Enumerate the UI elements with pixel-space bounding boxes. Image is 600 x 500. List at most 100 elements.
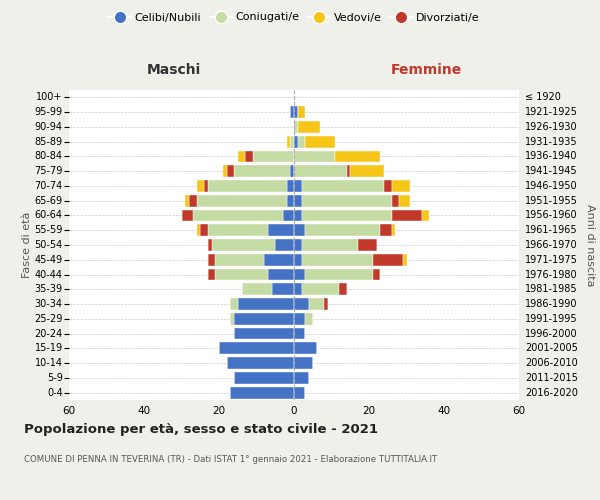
Bar [302, 180, 384, 192]
Bar [208, 180, 287, 192]
Bar [298, 136, 305, 147]
Bar [392, 195, 399, 206]
Bar [358, 239, 377, 251]
Bar [302, 254, 373, 266]
Bar [208, 239, 212, 251]
Bar [200, 224, 208, 236]
Bar [392, 180, 410, 192]
Bar [234, 328, 294, 340]
Bar [287, 195, 294, 206]
Bar [294, 284, 302, 295]
Bar [302, 210, 392, 222]
Bar [182, 210, 193, 222]
Bar [253, 150, 294, 162]
Bar [208, 224, 268, 236]
Bar [421, 210, 429, 222]
Bar [380, 224, 392, 236]
Bar [302, 239, 358, 251]
Bar [294, 328, 305, 340]
Bar [294, 106, 298, 118]
Bar [264, 254, 294, 266]
Legend: Celibi/Nubili, Coniugati/e, Vedovi/e, Divorziati/e: Celibi/Nubili, Coniugati/e, Vedovi/e, Di… [104, 8, 484, 27]
Bar [324, 298, 328, 310]
Bar [294, 298, 309, 310]
Bar [403, 254, 407, 266]
Bar [294, 254, 302, 266]
Bar [373, 268, 380, 280]
Bar [212, 239, 275, 251]
Bar [275, 239, 294, 251]
Bar [245, 150, 253, 162]
Bar [350, 166, 384, 177]
Bar [234, 313, 294, 324]
Bar [305, 224, 380, 236]
Bar [290, 166, 294, 177]
Bar [309, 298, 324, 310]
Bar [392, 210, 421, 222]
Bar [305, 313, 313, 324]
Bar [294, 180, 302, 192]
Bar [193, 210, 283, 222]
Bar [241, 284, 271, 295]
Bar [197, 180, 204, 192]
Bar [298, 106, 305, 118]
Bar [208, 254, 215, 266]
Bar [234, 166, 290, 177]
Bar [215, 254, 264, 266]
Bar [294, 136, 298, 147]
Bar [197, 224, 200, 236]
Bar [302, 195, 392, 206]
Bar [189, 195, 197, 206]
Y-axis label: Fasce di età: Fasce di età [22, 212, 32, 278]
Bar [294, 342, 317, 354]
Bar [215, 268, 268, 280]
Bar [347, 166, 350, 177]
Bar [287, 136, 290, 147]
Bar [290, 136, 294, 147]
Bar [219, 342, 294, 354]
Bar [268, 268, 294, 280]
Bar [185, 195, 189, 206]
Bar [294, 268, 305, 280]
Bar [227, 357, 294, 369]
Bar [294, 357, 313, 369]
Bar [238, 150, 245, 162]
Bar [294, 313, 305, 324]
Bar [238, 298, 294, 310]
Bar [294, 166, 347, 177]
Bar [204, 180, 208, 192]
Bar [290, 106, 294, 118]
Text: COMUNE DI PENNA IN TEVERINA (TR) - Dati ISTAT 1° gennaio 2021 - Elaborazione TUT: COMUNE DI PENNA IN TEVERINA (TR) - Dati … [24, 455, 437, 464]
Text: Popolazione per età, sesso e stato civile - 2021: Popolazione per età, sesso e stato civil… [24, 422, 378, 436]
Y-axis label: Anni di nascita: Anni di nascita [585, 204, 595, 286]
Bar [305, 268, 373, 280]
Bar [335, 150, 380, 162]
Text: Maschi: Maschi [147, 64, 201, 78]
Bar [298, 121, 320, 133]
Bar [208, 268, 215, 280]
Bar [234, 372, 294, 384]
Bar [399, 195, 410, 206]
Bar [287, 180, 294, 192]
Bar [373, 254, 403, 266]
Bar [294, 372, 309, 384]
Bar [227, 166, 234, 177]
Bar [294, 195, 302, 206]
Bar [230, 298, 238, 310]
Bar [223, 166, 227, 177]
Bar [294, 150, 335, 162]
Bar [384, 180, 392, 192]
Bar [294, 239, 302, 251]
Bar [339, 284, 347, 295]
Bar [294, 121, 298, 133]
Text: Femmine: Femmine [391, 64, 461, 78]
Bar [230, 313, 234, 324]
Bar [294, 224, 305, 236]
Bar [294, 386, 305, 398]
Bar [305, 136, 335, 147]
Bar [302, 284, 339, 295]
Bar [392, 224, 395, 236]
Bar [230, 386, 294, 398]
Bar [283, 210, 294, 222]
Bar [294, 210, 302, 222]
